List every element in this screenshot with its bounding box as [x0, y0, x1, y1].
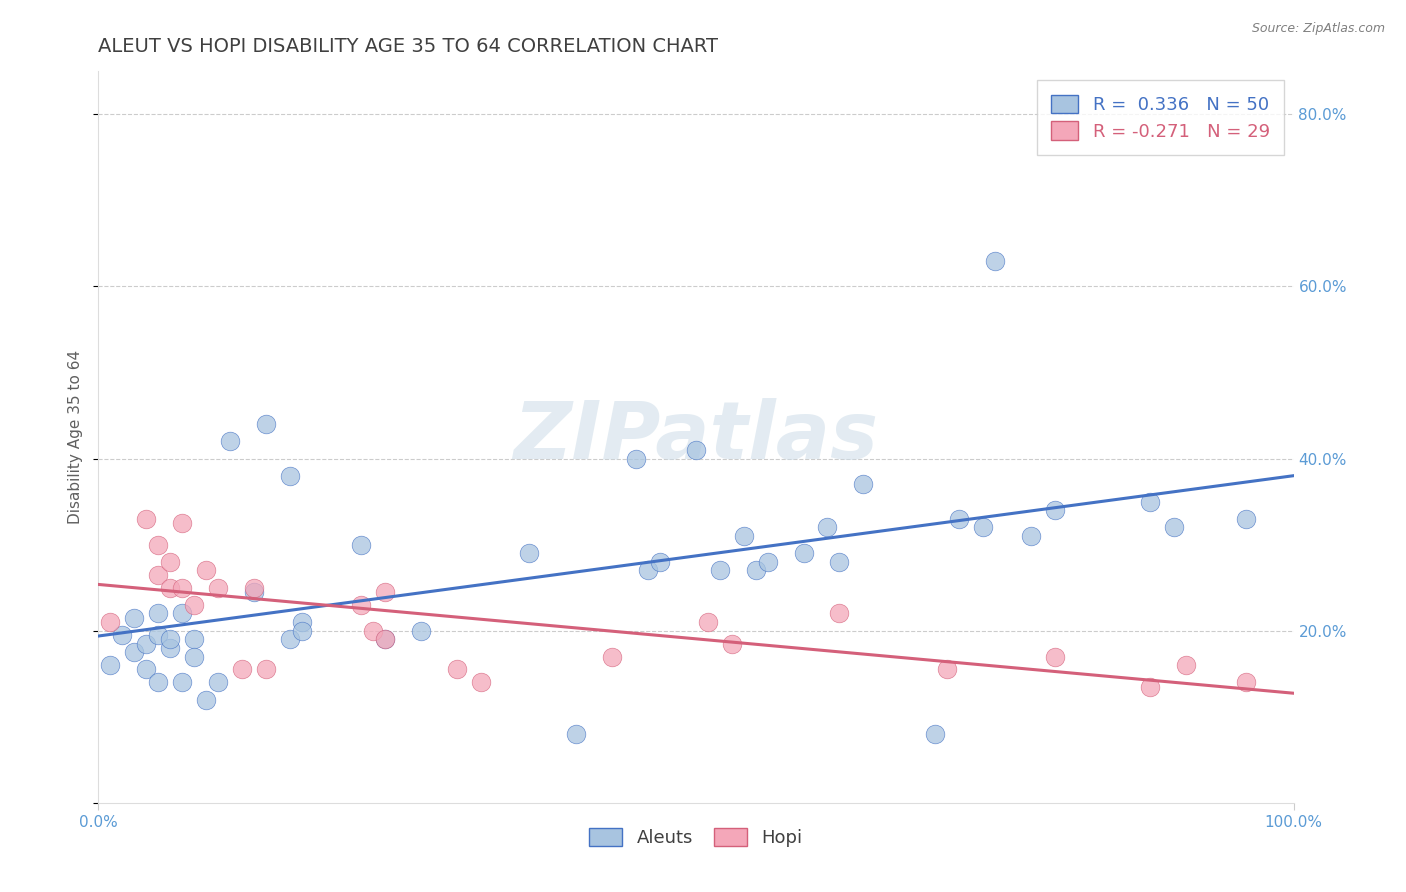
Point — [148, 538, 170, 552]
Text: Source: ZipAtlas.com: Source: ZipAtlas.com — [1251, 22, 1385, 36]
Point — [709, 564, 731, 578]
Point — [815, 520, 838, 534]
Point — [243, 581, 266, 595]
Point — [374, 585, 396, 599]
Point — [602, 649, 624, 664]
Point — [1043, 503, 1066, 517]
Point — [984, 253, 1007, 268]
Point — [254, 662, 277, 676]
Point — [207, 675, 229, 690]
Point — [793, 546, 815, 560]
Point — [972, 520, 994, 534]
Point — [159, 581, 181, 595]
Point — [148, 607, 170, 621]
Point — [159, 640, 181, 655]
Point — [1019, 529, 1042, 543]
Point — [1234, 675, 1257, 690]
Point — [278, 632, 301, 647]
Point — [111, 628, 134, 642]
Point — [924, 727, 946, 741]
Point — [195, 692, 218, 706]
Point — [1175, 658, 1198, 673]
Point — [183, 649, 205, 664]
Point — [374, 632, 396, 647]
Point — [172, 607, 194, 621]
Point — [721, 637, 744, 651]
Point — [231, 662, 253, 676]
Point — [172, 675, 194, 690]
Point — [98, 658, 122, 673]
Point — [159, 555, 181, 569]
Point — [745, 564, 768, 578]
Point — [756, 555, 779, 569]
Point — [828, 607, 851, 621]
Point — [936, 662, 959, 676]
Point — [124, 611, 146, 625]
Point — [219, 434, 242, 449]
Point — [172, 516, 194, 530]
Point — [1139, 680, 1161, 694]
Point — [374, 632, 396, 647]
Point — [148, 675, 170, 690]
Point — [637, 564, 659, 578]
Point — [135, 637, 157, 651]
Point — [183, 632, 205, 647]
Point — [470, 675, 492, 690]
Text: ALEUT VS HOPI DISABILITY AGE 35 TO 64 CORRELATION CHART: ALEUT VS HOPI DISABILITY AGE 35 TO 64 CO… — [98, 37, 718, 56]
Point — [291, 615, 314, 629]
Point — [685, 442, 707, 457]
Point — [291, 624, 314, 638]
Point — [948, 512, 970, 526]
Point — [243, 585, 266, 599]
Point — [124, 645, 146, 659]
Y-axis label: Disability Age 35 to 64: Disability Age 35 to 64 — [67, 350, 83, 524]
Point — [350, 598, 373, 612]
Text: ZIPatlas: ZIPatlas — [513, 398, 879, 476]
Point — [697, 615, 720, 629]
Point — [207, 581, 229, 595]
Point — [148, 628, 170, 642]
Point — [172, 581, 194, 595]
Point — [648, 555, 672, 569]
Point — [1234, 512, 1257, 526]
Point — [1163, 520, 1185, 534]
Point — [828, 555, 851, 569]
Point — [159, 632, 181, 647]
Point — [626, 451, 648, 466]
Point — [565, 727, 588, 741]
Point — [1139, 494, 1161, 508]
Point — [135, 512, 157, 526]
Point — [350, 538, 373, 552]
Point — [1043, 649, 1066, 664]
Point — [411, 624, 433, 638]
Point — [852, 477, 875, 491]
Point — [254, 417, 277, 432]
Point — [195, 564, 218, 578]
Legend: Aleuts, Hopi: Aleuts, Hopi — [576, 815, 815, 860]
Point — [148, 567, 170, 582]
Point — [183, 598, 205, 612]
Point — [517, 546, 540, 560]
Point — [446, 662, 468, 676]
Point — [733, 529, 755, 543]
Point — [98, 615, 122, 629]
Point — [363, 624, 385, 638]
Point — [278, 468, 301, 483]
Point — [135, 662, 157, 676]
